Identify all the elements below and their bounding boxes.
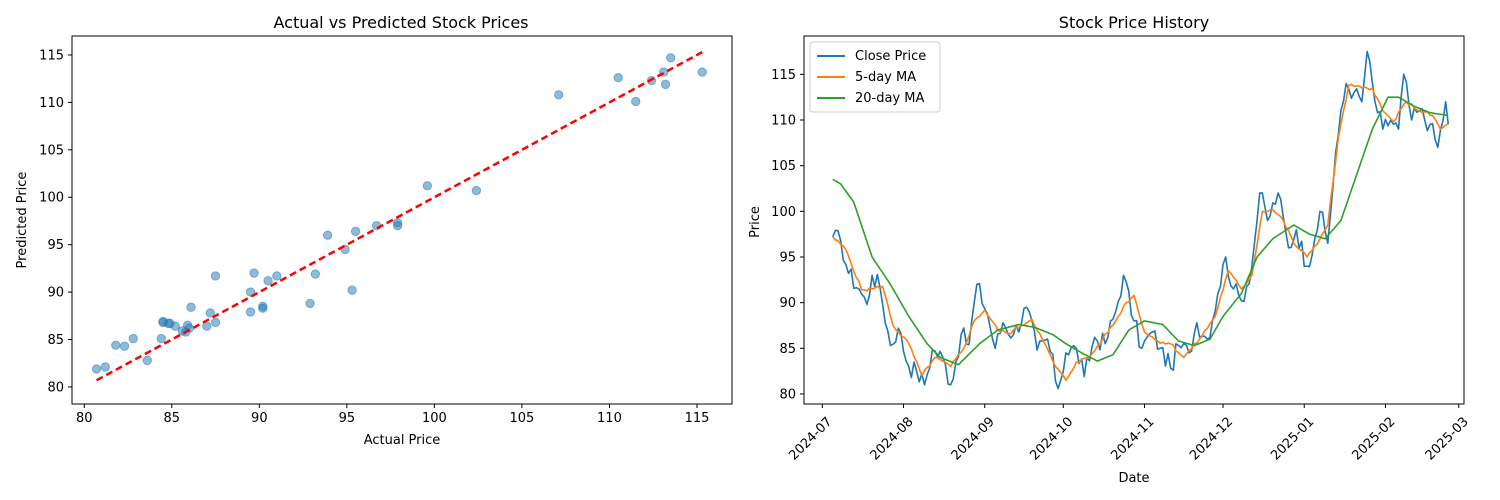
scatter-point xyxy=(202,321,212,331)
scatter-point xyxy=(322,230,333,240)
scatter-point xyxy=(272,271,282,281)
scatter-point xyxy=(613,73,623,83)
series-line-5day-ma xyxy=(832,83,1449,382)
line-legend: Close Price 5-day MA 20-day MA xyxy=(809,41,941,113)
scatter-point xyxy=(245,287,256,297)
scatter-y-label: Predicted Price xyxy=(15,172,30,269)
legend-label-ma5: 5-day MA xyxy=(855,70,916,85)
legend-box xyxy=(809,41,941,113)
scatter-point xyxy=(631,96,641,107)
scatter-point xyxy=(347,285,357,295)
scatter-point xyxy=(128,333,138,344)
y-tick-label: 80 xyxy=(779,387,796,402)
y-tick-label: 90 xyxy=(47,286,64,301)
line-y-label: Price xyxy=(748,206,763,238)
y-tick-label: 105 xyxy=(39,143,64,158)
scatter-point xyxy=(697,67,707,77)
y-tick-label: 85 xyxy=(47,333,64,348)
scatter-point xyxy=(471,185,482,196)
scatter-point xyxy=(258,303,268,313)
scatter-point xyxy=(210,271,221,281)
scatter-point xyxy=(422,181,433,191)
x-tick-label: 110 xyxy=(597,411,622,426)
scatter-x-label: Actual Price xyxy=(364,433,441,448)
x-tick-label: 100 xyxy=(422,411,447,426)
scatter-x-ticks: 80 85 90 95 100 105 110 115 xyxy=(76,404,709,426)
y-tick-label: 95 xyxy=(47,238,64,253)
x-tick-label: 105 xyxy=(510,411,535,426)
scatter-point xyxy=(111,340,121,350)
y-tick-label: 115 xyxy=(39,48,64,63)
y-tick-label: 80 xyxy=(47,380,64,395)
scatter-point xyxy=(119,341,130,351)
scatter-point xyxy=(245,307,256,317)
scatter-point xyxy=(91,364,102,374)
x-tick-label: 95 xyxy=(339,411,356,426)
scatter-point xyxy=(553,90,564,100)
x-tick-label: 90 xyxy=(251,411,268,426)
scatter-point xyxy=(666,53,676,63)
y-tick-label: 110 xyxy=(771,114,796,129)
legend-label-ma20: 20-day MA xyxy=(855,91,924,106)
scatter-point xyxy=(100,362,110,372)
reference-line xyxy=(95,51,703,382)
scatter-point xyxy=(170,321,180,331)
scatter-point xyxy=(156,333,166,344)
scatter-plot-area xyxy=(91,51,707,382)
line-x-label: Date xyxy=(1118,471,1149,486)
scatter-point xyxy=(186,302,196,312)
scatter-point xyxy=(392,218,403,228)
series-line-20day-ma xyxy=(832,96,1449,366)
line-title: Stock Price History xyxy=(1059,13,1209,32)
y-tick-label: 100 xyxy=(39,191,64,206)
scatter-point xyxy=(249,268,259,278)
y-tick-label: 100 xyxy=(771,205,796,220)
scatter-chart: Actual vs Predicted Stock Prices 80 85 90 9… xyxy=(15,13,733,448)
x-tick-label: 80 xyxy=(76,411,93,426)
y-tick-label: 90 xyxy=(779,296,796,311)
line-y-ticks: 80 85 90 95 100 105 110 115 xyxy=(771,68,804,402)
scatter-axes-frame xyxy=(71,35,733,405)
scatter-point xyxy=(210,317,221,328)
scatter-point xyxy=(263,276,273,286)
y-tick-label: 110 xyxy=(39,96,64,111)
y-tick-label: 95 xyxy=(779,250,796,265)
scatter-point xyxy=(310,269,321,279)
line-axes-frame xyxy=(803,35,1465,405)
scatter-y-ticks: 80 85 90 95 100 105 110 115 xyxy=(39,48,72,395)
scatter-title: Actual vs Predicted Stock Prices xyxy=(273,13,528,32)
scatter-point xyxy=(305,298,315,309)
x-tick-label: 115 xyxy=(685,411,710,426)
y-tick-label: 115 xyxy=(771,68,796,83)
legend-label-close: Close Price xyxy=(855,49,926,64)
line-plot-area xyxy=(832,50,1450,390)
scatter-point xyxy=(660,79,671,90)
x-tick-label: 85 xyxy=(164,411,181,426)
y-tick-label: 85 xyxy=(779,342,796,357)
scatter-point xyxy=(205,308,216,318)
y-tick-label: 105 xyxy=(771,159,796,174)
scatter-point xyxy=(350,226,361,237)
scatter-point xyxy=(142,355,152,366)
